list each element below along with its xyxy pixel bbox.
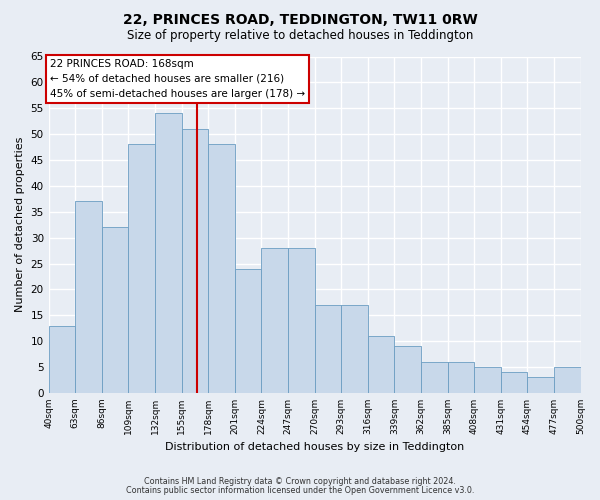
Bar xyxy=(314,305,341,393)
Bar xyxy=(554,367,581,393)
Bar xyxy=(75,202,102,393)
Bar xyxy=(49,326,75,393)
Bar xyxy=(448,362,474,393)
Text: 22, PRINCES ROAD, TEDDINGTON, TW11 0RW: 22, PRINCES ROAD, TEDDINGTON, TW11 0RW xyxy=(122,12,478,26)
Bar xyxy=(262,248,288,393)
Bar xyxy=(527,378,554,393)
Bar xyxy=(368,336,394,393)
Bar xyxy=(341,305,368,393)
Bar xyxy=(288,248,314,393)
Y-axis label: Number of detached properties: Number of detached properties xyxy=(15,137,25,312)
Bar xyxy=(421,362,448,393)
Bar xyxy=(501,372,527,393)
Text: 22 PRINCES ROAD: 168sqm
← 54% of detached houses are smaller (216)
45% of semi-d: 22 PRINCES ROAD: 168sqm ← 54% of detache… xyxy=(50,59,305,98)
Text: Contains public sector information licensed under the Open Government Licence v3: Contains public sector information licen… xyxy=(126,486,474,495)
Bar xyxy=(182,129,208,393)
Bar xyxy=(208,144,235,393)
Bar xyxy=(235,268,262,393)
Text: Size of property relative to detached houses in Teddington: Size of property relative to detached ho… xyxy=(127,29,473,42)
Bar xyxy=(394,346,421,393)
Bar xyxy=(102,228,128,393)
Bar xyxy=(474,367,501,393)
X-axis label: Distribution of detached houses by size in Teddington: Distribution of detached houses by size … xyxy=(165,442,464,452)
Text: Contains HM Land Registry data © Crown copyright and database right 2024.: Contains HM Land Registry data © Crown c… xyxy=(144,478,456,486)
Bar xyxy=(155,114,182,393)
Bar xyxy=(128,144,155,393)
